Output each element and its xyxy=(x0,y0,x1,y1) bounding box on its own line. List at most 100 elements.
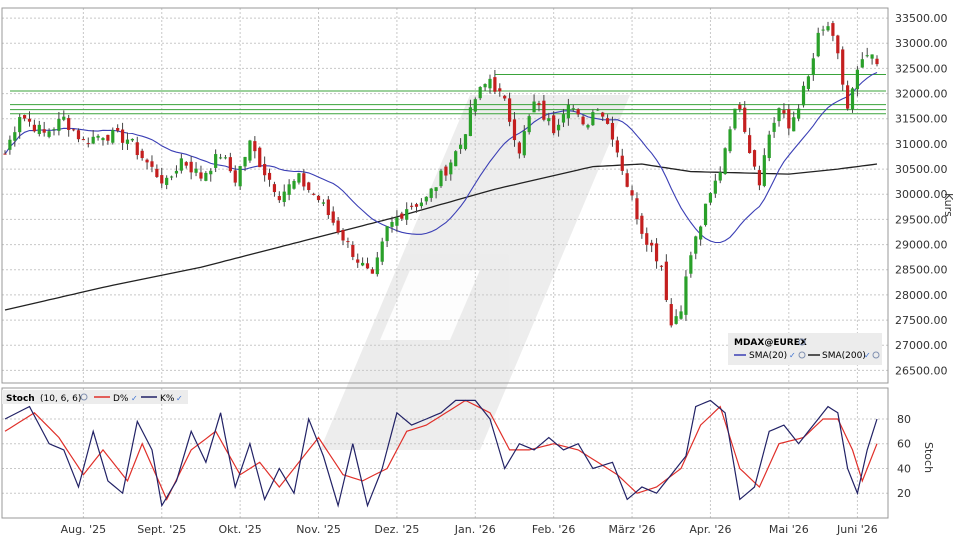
candle-body xyxy=(586,125,590,128)
candle-body xyxy=(581,116,585,125)
candle-body xyxy=(22,115,27,119)
candle-body xyxy=(375,257,379,275)
stoch-title: Stoch xyxy=(6,394,35,404)
candle-body xyxy=(831,23,835,36)
settings-icon[interactable] xyxy=(798,351,806,359)
chevron-down-icon[interactable]: ✓ xyxy=(176,394,183,403)
candle-body xyxy=(792,117,796,132)
candle-body xyxy=(316,195,321,201)
price-legend: MDAX@EUREX SMA(20) ✓ SMA(200) ✓ xyxy=(728,333,882,365)
candle-body xyxy=(243,156,247,167)
sma20-series xyxy=(4,71,878,244)
candle-body xyxy=(351,244,355,257)
candle-body xyxy=(806,76,811,89)
chevron-down-icon[interactable]: ✓ xyxy=(864,351,871,360)
candle-body xyxy=(561,114,566,123)
candle-body xyxy=(155,168,159,177)
candle-body xyxy=(253,141,257,152)
candle-body xyxy=(699,226,703,240)
candle-body xyxy=(326,199,330,216)
candle-body xyxy=(91,136,95,144)
chevron-down-icon[interactable]: ✓ xyxy=(789,351,796,360)
candle-body xyxy=(836,35,840,54)
x-tick-label: Nov. '25 xyxy=(296,523,341,536)
candle-body xyxy=(199,172,203,179)
stoch-y-axis-title: Stoch xyxy=(922,442,935,473)
candle-body xyxy=(591,112,595,126)
stoch-grid xyxy=(2,388,888,518)
candle-body xyxy=(444,166,448,176)
candle-body xyxy=(238,166,242,187)
candle-body xyxy=(361,262,365,266)
candle-body xyxy=(493,77,497,92)
price-tick-label: 30500.00 xyxy=(895,163,948,176)
candle-body xyxy=(659,265,664,267)
candle-body xyxy=(302,173,306,187)
candle-body xyxy=(150,161,154,167)
price-tick-label: 31000.00 xyxy=(895,138,948,151)
candle-body xyxy=(498,88,502,92)
candle-body xyxy=(684,276,688,315)
candle-body xyxy=(194,168,198,173)
settings-icon[interactable] xyxy=(80,393,88,401)
candle-body xyxy=(733,108,737,129)
candle-body xyxy=(797,108,801,119)
candle-body xyxy=(517,142,521,154)
candle-body xyxy=(615,140,619,153)
stoch-params: (10, 6, 6) xyxy=(40,394,81,404)
x-tick-label: Apr. '26 xyxy=(689,523,731,536)
candle-body xyxy=(571,108,575,110)
candle-body xyxy=(76,130,81,140)
candle-body xyxy=(385,226,389,242)
sma200-legend-label: SMA(200) xyxy=(822,351,866,361)
candle-body xyxy=(140,150,144,159)
price-tick-label: 26500.00 xyxy=(895,364,948,377)
candle-body xyxy=(37,124,41,135)
candle-body xyxy=(708,193,713,203)
candle-body xyxy=(410,205,414,207)
candle-body xyxy=(772,122,776,132)
stoch-d-series xyxy=(4,399,878,501)
candle-body xyxy=(258,147,262,168)
stoch-legend: Stoch (10, 6, 6) D% ✓ K% ✓ xyxy=(2,390,188,404)
chevron-down-icon[interactable]: ✓ xyxy=(131,394,138,403)
sma20-line xyxy=(4,71,878,244)
candle-body xyxy=(27,118,32,122)
candle-body xyxy=(125,139,130,144)
x-tick-label: Okt. '25 xyxy=(218,523,261,536)
settings-icon[interactable] xyxy=(798,338,806,346)
x-tick-label: Sept. '25 xyxy=(137,523,186,536)
candle-body xyxy=(855,69,860,90)
candle-body xyxy=(488,78,492,89)
candle-body xyxy=(865,55,869,57)
candle-body xyxy=(767,134,771,159)
x-tick-label: Mai '26 xyxy=(769,523,809,536)
candle-body xyxy=(62,116,66,120)
candles xyxy=(3,20,879,328)
settings-icon[interactable] xyxy=(872,351,880,359)
candle-body xyxy=(331,211,335,223)
candle-body xyxy=(738,104,742,110)
candle-body xyxy=(380,241,384,262)
horizontal-levels xyxy=(10,73,886,115)
candle-body xyxy=(419,202,424,207)
price-tick-label: 27500.00 xyxy=(895,314,948,327)
price-tick-label: 33000.00 xyxy=(895,37,948,50)
candle-body xyxy=(248,140,252,161)
candle-body xyxy=(42,129,46,133)
candle-body xyxy=(777,108,781,122)
candle-body xyxy=(620,155,624,171)
candle-body xyxy=(106,134,110,141)
candle-body xyxy=(405,209,409,220)
candle-body xyxy=(400,213,404,219)
candle-body xyxy=(483,84,487,88)
candle-body xyxy=(635,198,639,220)
candle-body xyxy=(723,148,727,174)
candle-body xyxy=(596,109,600,111)
stoch-tick-label: 20 xyxy=(897,487,911,500)
candle-body xyxy=(748,135,752,154)
candle-body xyxy=(287,184,291,195)
price-tick-label: 30000.00 xyxy=(895,188,948,201)
candle-body xyxy=(468,107,472,137)
